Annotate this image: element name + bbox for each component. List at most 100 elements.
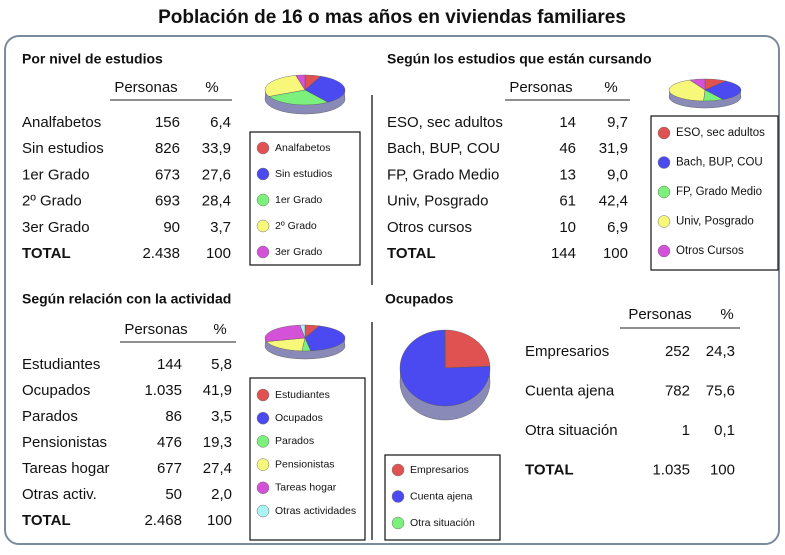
row-label: Otra situación — [525, 422, 618, 439]
column-header: Personas — [628, 306, 691, 323]
legend-label: Parados — [275, 435, 314, 447]
legend-swatch — [658, 127, 670, 139]
row-percent: 27,6 — [202, 166, 231, 183]
row-label: Analfabetos — [22, 114, 101, 131]
row-percent: 31,9 — [599, 140, 628, 157]
total-persons: 144 — [551, 245, 576, 262]
row-percent: 6,4 — [210, 114, 231, 131]
row-persons: 677 — [157, 460, 182, 477]
legend-swatch — [257, 482, 269, 494]
legend-label: FP, Grado Medio — [676, 186, 762, 198]
legend-swatch — [257, 389, 269, 401]
legend-label: Tareas hogar — [275, 482, 337, 494]
legend-label: 2º Grado — [275, 220, 317, 232]
legend-label: 1er Grado — [275, 194, 322, 206]
total-label: TOTAL — [525, 461, 574, 478]
column-header: % — [604, 79, 617, 96]
row-percent: 5,8 — [211, 356, 232, 373]
row-label: Otras activ. — [22, 486, 97, 503]
legend-label: Otros Cursos — [676, 245, 744, 257]
legend-swatch — [257, 459, 269, 471]
row-label: FP, Grado Medio — [387, 166, 499, 183]
row-label: Bach, BUP, COU — [387, 140, 500, 157]
row-percent: 0,1 — [714, 422, 735, 439]
row-label: Tareas hogar — [22, 460, 110, 477]
panel-title: Según relación con la actividad — [22, 291, 231, 307]
row-percent: 3,7 — [210, 219, 231, 236]
row-persons: 61 — [559, 193, 576, 210]
legend-label: Univ, Posgrado — [676, 216, 754, 228]
column-header: % — [213, 321, 226, 338]
legend-label: Sin estudios — [275, 168, 332, 180]
panel-title: Ocupados — [385, 291, 454, 307]
row-label: Pensionistas — [22, 434, 107, 451]
legend-label: Otras actividades — [275, 505, 356, 517]
legend-swatch — [658, 216, 670, 228]
total-percent: 100 — [710, 461, 735, 478]
row-label: 3er Grado — [22, 219, 90, 236]
total-label: TOTAL — [22, 512, 71, 529]
row-persons: 476 — [157, 434, 182, 451]
legend-label: ESO, sec adultos — [676, 127, 765, 139]
row-persons: 13 — [559, 166, 576, 183]
total-label: TOTAL — [22, 245, 71, 262]
row-label: Estudiantes — [22, 356, 100, 373]
legend-swatch — [257, 194, 269, 206]
column-header: Personas — [114, 79, 177, 96]
row-percent: 41,9 — [203, 382, 232, 399]
row-persons: 86 — [165, 408, 182, 425]
row-persons: 252 — [665, 343, 690, 360]
row-persons: 826 — [155, 140, 180, 157]
row-label: Univ, Posgrado — [387, 193, 488, 210]
total-percent: 100 — [603, 245, 628, 262]
legend-swatch — [658, 186, 670, 198]
legend-label: 3er Grado — [275, 246, 322, 258]
row-persons: 156 — [155, 114, 180, 131]
row-percent: 42,4 — [599, 193, 628, 210]
row-persons: 10 — [559, 219, 576, 236]
row-percent: 6,9 — [607, 219, 628, 236]
column-header: % — [205, 79, 218, 96]
legend-swatch — [257, 435, 269, 447]
total-percent: 100 — [207, 512, 232, 529]
page-title: Población de 16 o mas años en viviendas … — [158, 7, 626, 28]
row-label: ESO, sec adultos — [387, 114, 503, 131]
row-label: Otros cursos — [387, 219, 472, 236]
pie-slice — [445, 330, 490, 368]
row-label: Ocupados — [22, 382, 90, 399]
legend-swatch — [658, 245, 670, 257]
legend-label: Ocupados — [275, 412, 323, 424]
total-persons: 2.438 — [142, 245, 180, 262]
total-percent: 100 — [206, 245, 231, 262]
row-percent: 19,3 — [203, 434, 232, 451]
row-percent: 3,5 — [211, 408, 232, 425]
row-persons: 144 — [157, 356, 182, 373]
legend-label: Estudiantes — [275, 389, 330, 401]
legend-label: Otra situación — [410, 517, 475, 529]
row-label: 2º Grado — [22, 193, 82, 210]
legend-label: Cuenta ajena — [410, 490, 473, 502]
row-label: Parados — [22, 408, 78, 425]
row-label: Sin estudios — [22, 140, 104, 157]
row-label: Empresarios — [525, 343, 609, 360]
row-label: Cuenta ajena — [525, 382, 615, 399]
column-header: Personas — [509, 79, 572, 96]
row-percent: 9,7 — [607, 114, 628, 131]
legend-swatch — [257, 505, 269, 517]
row-label: 1er Grado — [22, 166, 90, 183]
legend-swatch — [392, 464, 404, 476]
row-percent: 33,9 — [202, 140, 231, 157]
legend-swatch — [392, 491, 404, 503]
legend-swatch — [257, 220, 269, 232]
row-percent: 9,0 — [607, 166, 628, 183]
row-percent: 24,3 — [706, 343, 735, 360]
row-persons: 1 — [682, 422, 690, 439]
total-persons: 2.468 — [144, 512, 182, 529]
legend-swatch — [257, 246, 269, 258]
legend-label: Analfabetos — [275, 142, 330, 154]
row-persons: 673 — [155, 166, 180, 183]
row-persons: 693 — [155, 193, 180, 210]
legend-swatch — [257, 412, 269, 424]
total-label: TOTAL — [387, 245, 436, 262]
